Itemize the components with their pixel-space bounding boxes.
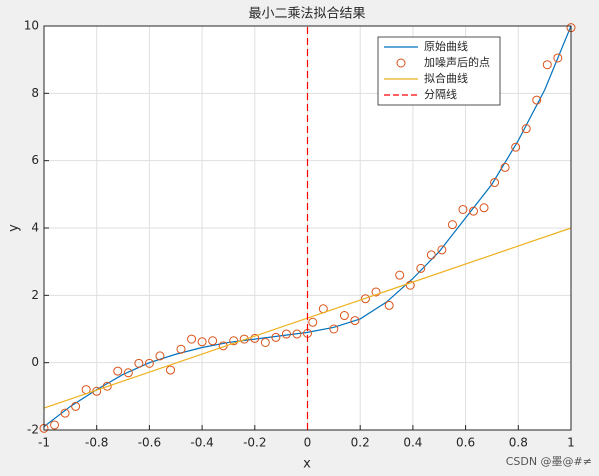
y-tick-label: 0 bbox=[31, 355, 39, 369]
data-point bbox=[229, 336, 239, 346]
data-point bbox=[113, 366, 123, 376]
x-tick-label: 1 bbox=[567, 436, 575, 450]
y-tick-label: 2 bbox=[31, 288, 39, 302]
x-tick-label: 0 bbox=[304, 436, 312, 450]
data-point bbox=[469, 206, 479, 216]
watermark: CSDN @墨@#≠ bbox=[506, 455, 592, 468]
data-point bbox=[553, 53, 563, 63]
data-point bbox=[271, 332, 281, 342]
data-point bbox=[155, 351, 165, 361]
data-point bbox=[350, 316, 360, 326]
data-point bbox=[71, 401, 81, 411]
data-point bbox=[437, 245, 447, 255]
data-point bbox=[521, 124, 531, 134]
data-point bbox=[339, 311, 349, 321]
legend-box bbox=[377, 36, 501, 106]
x-tick-label: 0.8 bbox=[509, 436, 528, 450]
data-point bbox=[490, 178, 500, 188]
x-tick-label: -0.4 bbox=[190, 436, 213, 450]
y-axis-label: y bbox=[7, 224, 22, 232]
x-tick-label: -1 bbox=[38, 436, 50, 450]
legend-symbol bbox=[396, 58, 406, 68]
data-point bbox=[260, 337, 270, 347]
data-point bbox=[426, 250, 436, 260]
data-point bbox=[134, 358, 144, 368]
legend-label: 分隔线 bbox=[424, 87, 457, 101]
data-point bbox=[281, 329, 291, 339]
data-point bbox=[123, 368, 133, 378]
data-point bbox=[239, 334, 249, 344]
data-point bbox=[329, 324, 339, 334]
data-point bbox=[308, 317, 318, 327]
x-tick-label: 0.4 bbox=[403, 436, 422, 450]
data-point bbox=[208, 336, 218, 346]
y-tick-label: 6 bbox=[31, 153, 39, 167]
data-point bbox=[144, 358, 154, 368]
x-axis-label: x bbox=[303, 457, 311, 472]
data-point bbox=[176, 344, 186, 354]
data-point bbox=[384, 300, 394, 310]
legend-label: 拟合曲线 bbox=[424, 71, 468, 85]
chart-title: 最小二乘法拟合结果 bbox=[248, 7, 365, 22]
data-point bbox=[511, 142, 521, 152]
data-point bbox=[479, 203, 489, 213]
data-point bbox=[187, 334, 197, 344]
data-point bbox=[500, 162, 510, 172]
data-point bbox=[532, 95, 542, 105]
data-point bbox=[371, 287, 381, 297]
x-tick-label: -0.2 bbox=[243, 436, 266, 450]
x-tick-label: 0.6 bbox=[456, 436, 475, 450]
data-point bbox=[250, 333, 260, 343]
x-tick-label: -0.6 bbox=[138, 436, 161, 450]
data-point bbox=[197, 337, 207, 347]
x-tick-label: 0.2 bbox=[351, 436, 370, 450]
data-point bbox=[542, 60, 552, 70]
y-tick-label: 10 bbox=[24, 19, 39, 33]
y-tick-label: 8 bbox=[31, 86, 39, 100]
data-point bbox=[405, 280, 415, 290]
data-point bbox=[447, 220, 457, 230]
data-point bbox=[60, 408, 70, 418]
data-point bbox=[102, 381, 112, 391]
axes-frame bbox=[43, 25, 572, 431]
y-tick-label: -2 bbox=[27, 423, 39, 437]
y-tick-label: 4 bbox=[31, 221, 39, 235]
data-point bbox=[360, 294, 370, 304]
data-point bbox=[395, 270, 405, 280]
legend-label: 原始曲线 bbox=[424, 39, 468, 53]
legend-label: 加噪声后的点 bbox=[424, 55, 490, 69]
data-point bbox=[458, 204, 468, 214]
data-point bbox=[416, 263, 426, 273]
x-tick-label: -0.8 bbox=[85, 436, 108, 450]
data-point bbox=[165, 365, 175, 375]
data-point bbox=[292, 329, 302, 339]
data-point bbox=[50, 420, 60, 430]
